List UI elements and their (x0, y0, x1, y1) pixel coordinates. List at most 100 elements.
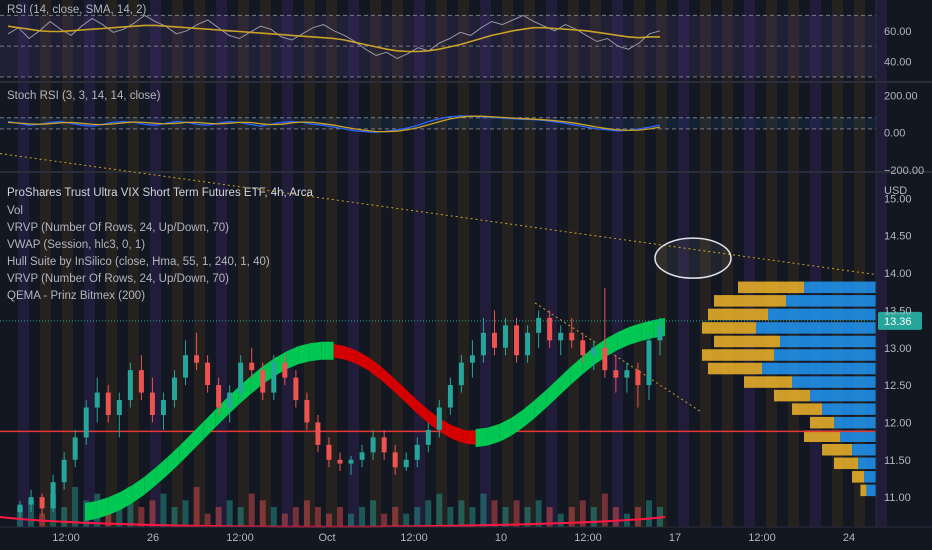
hull-ribbon-segment (203, 409, 216, 440)
candle-body (171, 377, 177, 401)
indicator-legend-vwap[interactable]: VWAP (Session, hlc3, 0, 1) (7, 239, 146, 251)
volume-bar (281, 513, 288, 527)
indicator-legend-qema[interactable]: QEMA - Prinz Bitmex (200) (7, 290, 146, 302)
rsi-series-line (7, 24, 660, 53)
stoch-tick-label: −200.00 (884, 165, 924, 177)
session-stripe (282, 0, 293, 527)
candle-body (315, 422, 321, 445)
vrvp-row-down (804, 430, 840, 442)
hull-ribbon-segment (392, 376, 405, 402)
volume-bar (634, 507, 641, 527)
session-stripe (502, 0, 513, 527)
volume-bar (392, 507, 399, 527)
price-tick-label: 11.50 (884, 455, 911, 467)
vrvp-row-down (702, 322, 756, 334)
vrvp-row-down (774, 389, 810, 402)
vrvp-row-up (768, 308, 876, 321)
candle-body (381, 437, 387, 453)
volume-bar (292, 507, 299, 527)
volume-bar (248, 493, 255, 527)
time-axis[interactable]: 12:00 26 12:00 Oct 12:00 10 12:00 17 12:00 24 (0, 526, 932, 544)
candle-body (17, 504, 23, 513)
indicator-legend-hull[interactable]: Hull Suite by InSilico (close, Hma, 55, … (7, 256, 270, 268)
indicator-legend-vrvp-2[interactable]: VRVP (Number Of Rows, 24, Up/Down, 70) (7, 273, 229, 285)
volume-bar (590, 507, 597, 527)
candle-body (602, 347, 608, 371)
volume-bar (458, 500, 465, 527)
vrvp-row-down (708, 362, 762, 375)
session-stripe (40, 0, 51, 527)
stoch-rsi-legend[interactable]: Stoch RSI (3, 3, 14, 14, close) (7, 90, 161, 102)
session-stripe (84, 0, 95, 527)
hull-ribbon-segment (333, 344, 346, 360)
session-stripe (458, 0, 469, 527)
volume-bar (61, 507, 68, 527)
vrvp-row-down (744, 376, 792, 388)
candle-body (392, 452, 398, 468)
session-stripe (612, 0, 623, 527)
vrvp-row-down (738, 281, 804, 294)
candle-body (525, 332, 531, 356)
symbol-title[interactable]: ProShares Trust Ultra VIX Short Term Fut… (7, 187, 313, 199)
candle-body (238, 362, 244, 393)
candle-body (249, 362, 255, 371)
session-stripe (656, 0, 667, 527)
hull-ribbon-segment (167, 445, 180, 475)
stoch-tick-label: 200.00 (884, 90, 918, 102)
session-stripe (128, 0, 139, 527)
session-stripe (722, 0, 733, 527)
volume-bar (447, 507, 454, 527)
candle-body (370, 437, 376, 453)
hull-ribbon-segment (605, 332, 618, 357)
hull-ribbon-segment (96, 497, 109, 519)
volume-bar (127, 487, 134, 527)
candle-body (613, 370, 619, 378)
volume-bar (105, 507, 112, 527)
session-stripe (766, 0, 777, 527)
volume-bar (381, 513, 388, 527)
volume-bar (270, 507, 277, 527)
candle-body (271, 362, 277, 393)
volume-bar (303, 500, 310, 527)
vrvp-row-up (774, 349, 876, 361)
price-tick-label: 14.50 (884, 231, 912, 243)
hull-ribbon-segment (380, 366, 393, 391)
volume-bar (237, 507, 244, 527)
candle-body (39, 497, 45, 509)
session-stripe (810, 0, 821, 527)
vrvp-row-down (708, 308, 768, 321)
candle-body (160, 400, 166, 415)
candle-body (425, 429, 431, 445)
candle-body (469, 355, 475, 363)
rsi-legend[interactable]: RSI (14, close, SMA, 14, 2) (7, 4, 147, 16)
rsi-tick-label: 60.00 (884, 26, 912, 38)
hull-ribbon-segment (440, 418, 452, 439)
volume-bar (116, 500, 123, 527)
volume-bar (557, 513, 564, 527)
volume-bar (193, 487, 200, 527)
session-stripe (238, 0, 249, 527)
candle-body (337, 459, 343, 464)
candle-body (304, 400, 310, 423)
hull-ribbon-segment (357, 350, 370, 371)
hull-ribbon-segment (250, 366, 263, 395)
hull-ribbon-segment (179, 433, 192, 464)
volume-bar (359, 507, 366, 527)
indicator-legend-vrvp[interactable]: VRVP (Number Of Rows, 24, Up/Down, 70) (7, 222, 229, 234)
hull-ribbon-segment (617, 326, 630, 351)
candle-body (94, 392, 100, 408)
indicator-legend-vol[interactable]: Vol (7, 205, 23, 217)
hull-ribbon-segment (369, 357, 381, 380)
candle-body (105, 392, 111, 415)
price-axis[interactable]: 60.00 40.00 200.00 0.00 −200.00 13.36 USD15.00… (875, 0, 924, 527)
price-tick-label: 13.50 (884, 305, 912, 317)
vrvp-row-up (840, 430, 876, 442)
volume-bar (491, 500, 498, 527)
session-stripe (18, 0, 29, 527)
annotation-ellipse (654, 237, 732, 279)
candle-body (569, 332, 575, 341)
hull-ribbon-segment (191, 421, 204, 452)
stoch-series-line (7, 115, 661, 133)
